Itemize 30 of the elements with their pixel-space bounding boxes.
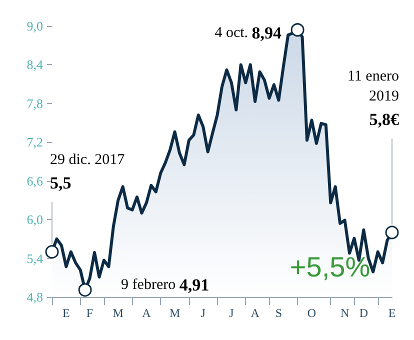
x-tick-label: F <box>86 306 94 320</box>
x-tick-label: N <box>340 306 350 320</box>
x-tick-label: M <box>112 306 124 320</box>
y-tick-label: 9,0 <box>26 18 43 34</box>
y-tick-label: 6,0 <box>26 212 43 228</box>
annotation: +5,5% <box>290 252 370 282</box>
point <box>290 23 304 37</box>
point <box>45 245 59 259</box>
x-tick-label: E <box>62 306 70 320</box>
x-tick-label: J <box>200 306 206 320</box>
x-tick-label: A <box>250 306 260 320</box>
x-tick-label: O <box>307 306 316 320</box>
y-tick-label: 5,4 <box>26 250 44 266</box>
x-tick-label: E <box>388 306 396 320</box>
x-tick-label: J <box>229 306 234 320</box>
point <box>78 283 92 297</box>
point <box>385 226 399 240</box>
annotation: 29 dic. 2017 5,5 <box>50 152 126 192</box>
annotation: 4 oct. 8,94 <box>214 23 282 42</box>
y-tick-label: 7,8 <box>26 96 43 111</box>
x-tick-label: S <box>275 306 282 320</box>
x-tick-label: D <box>359 306 368 320</box>
x-tick-label: A <box>142 306 152 320</box>
y-tick-label: 4,8 <box>26 290 43 304</box>
y-tick-label: 8,4 <box>26 57 44 72</box>
x-tick-label: M <box>169 306 180 320</box>
y-tick-label: 7,2 <box>26 134 43 150</box>
y-tick-label: 6,6 <box>26 173 44 188</box>
annotation: 9 febrero 4,91 <box>121 275 210 294</box>
annotation: 11 enero 2019 5,8€ <box>347 68 400 129</box>
